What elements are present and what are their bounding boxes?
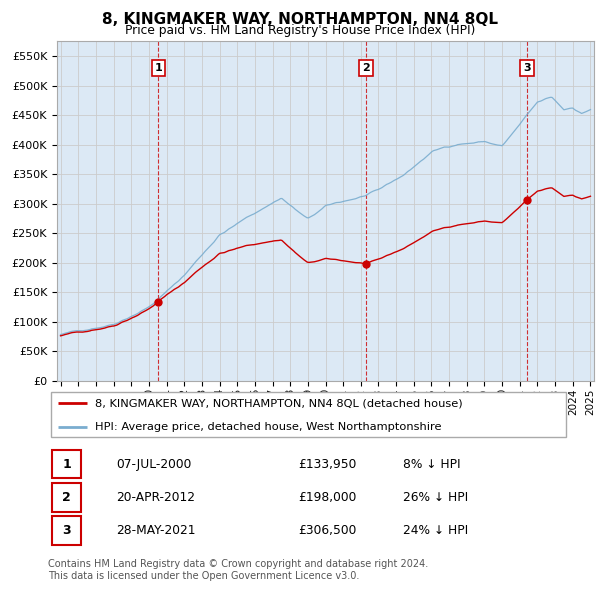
Text: Contains HM Land Registry data © Crown copyright and database right 2024.
This d: Contains HM Land Registry data © Crown c… <box>48 559 428 581</box>
FancyBboxPatch shape <box>52 516 81 545</box>
Text: £133,950: £133,950 <box>299 457 357 471</box>
Text: 26% ↓ HPI: 26% ↓ HPI <box>403 490 468 504</box>
Text: 2: 2 <box>362 63 370 73</box>
Text: £306,500: £306,500 <box>299 523 357 537</box>
Text: 3: 3 <box>523 63 531 73</box>
Text: Price paid vs. HM Land Registry's House Price Index (HPI): Price paid vs. HM Land Registry's House … <box>125 24 475 37</box>
Text: 8, KINGMAKER WAY, NORTHAMPTON, NN4 8QL: 8, KINGMAKER WAY, NORTHAMPTON, NN4 8QL <box>102 12 498 27</box>
Text: 1: 1 <box>155 63 162 73</box>
Text: 28-MAY-2021: 28-MAY-2021 <box>116 523 196 537</box>
Text: 1: 1 <box>62 457 71 471</box>
FancyBboxPatch shape <box>52 483 81 512</box>
Text: 2: 2 <box>62 490 71 504</box>
Text: 07-JUL-2000: 07-JUL-2000 <box>116 457 191 471</box>
Text: 3: 3 <box>62 523 71 537</box>
Text: 8% ↓ HPI: 8% ↓ HPI <box>403 457 461 471</box>
FancyBboxPatch shape <box>52 450 81 478</box>
Text: 8, KINGMAKER WAY, NORTHAMPTON, NN4 8QL (detached house): 8, KINGMAKER WAY, NORTHAMPTON, NN4 8QL (… <box>95 398 463 408</box>
Text: 20-APR-2012: 20-APR-2012 <box>116 490 195 504</box>
Text: 24% ↓ HPI: 24% ↓ HPI <box>403 523 468 537</box>
FancyBboxPatch shape <box>50 392 566 437</box>
Text: HPI: Average price, detached house, West Northamptonshire: HPI: Average price, detached house, West… <box>95 422 442 432</box>
Text: £198,000: £198,000 <box>299 490 357 504</box>
